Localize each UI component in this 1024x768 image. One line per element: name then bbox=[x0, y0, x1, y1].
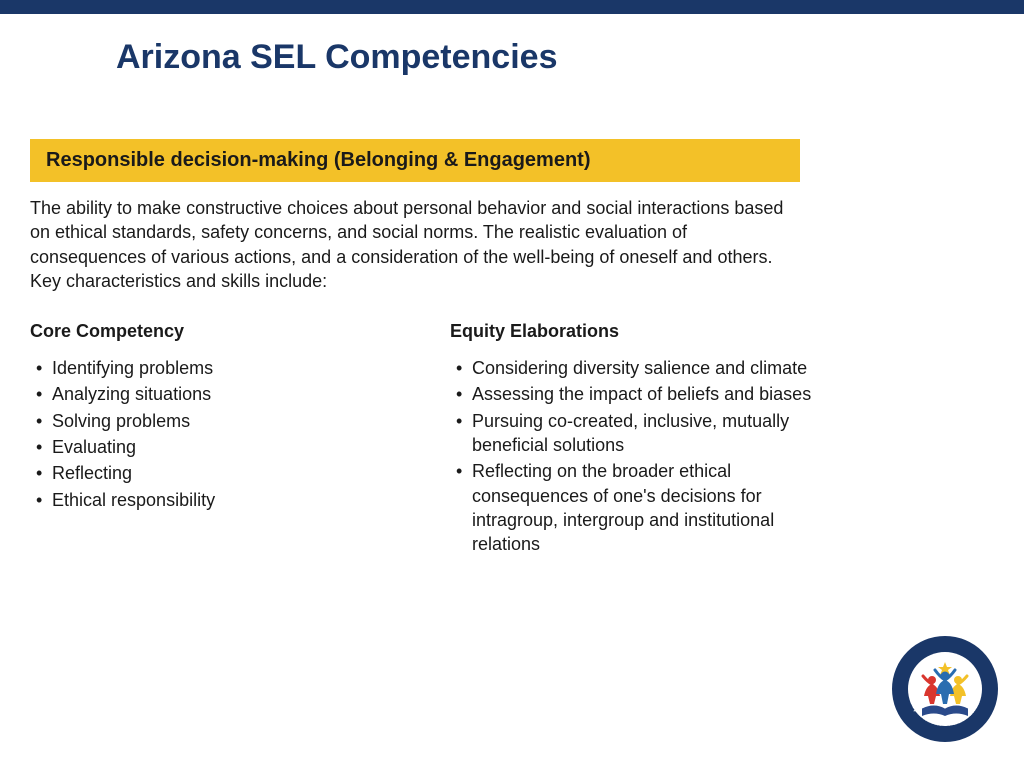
list-item: Identifying problems bbox=[36, 356, 410, 380]
list-item: Pursuing co-created, inclusive, mutually… bbox=[456, 409, 830, 458]
list-item: Solving problems bbox=[36, 409, 410, 433]
list-item: Evaluating bbox=[36, 435, 410, 459]
list-item: Assessing the impact of beliefs and bias… bbox=[456, 382, 830, 406]
list-item: Reflecting on the broader ethical conseq… bbox=[456, 459, 830, 556]
arizona-doe-logo: ARIZONA Department of Education bbox=[890, 634, 1000, 744]
core-competency-list: Identifying problems Analyzing situation… bbox=[30, 356, 410, 512]
core-competency-heading: Core Competency bbox=[30, 321, 410, 342]
list-item: Ethical responsibility bbox=[36, 488, 410, 512]
list-item: Reflecting bbox=[36, 461, 410, 485]
equity-elaborations-list: Considering diversity salience and clima… bbox=[450, 356, 830, 556]
page-title: Arizona SEL Competencies bbox=[116, 38, 1024, 77]
section-header: Responsible decision-making (Belonging &… bbox=[30, 139, 800, 182]
core-competency-column: Core Competency Identifying problems Ana… bbox=[30, 321, 410, 558]
top-bar bbox=[0, 0, 1024, 14]
equity-elaborations-heading: Equity Elaborations bbox=[450, 321, 830, 342]
list-item: Considering diversity salience and clima… bbox=[456, 356, 830, 380]
columns-container: Core Competency Identifying problems Ana… bbox=[30, 321, 830, 558]
equity-elaborations-column: Equity Elaborations Considering diversit… bbox=[450, 321, 830, 558]
intro-paragraph: The ability to make constructive choices… bbox=[30, 196, 790, 293]
list-item: Analyzing situations bbox=[36, 382, 410, 406]
